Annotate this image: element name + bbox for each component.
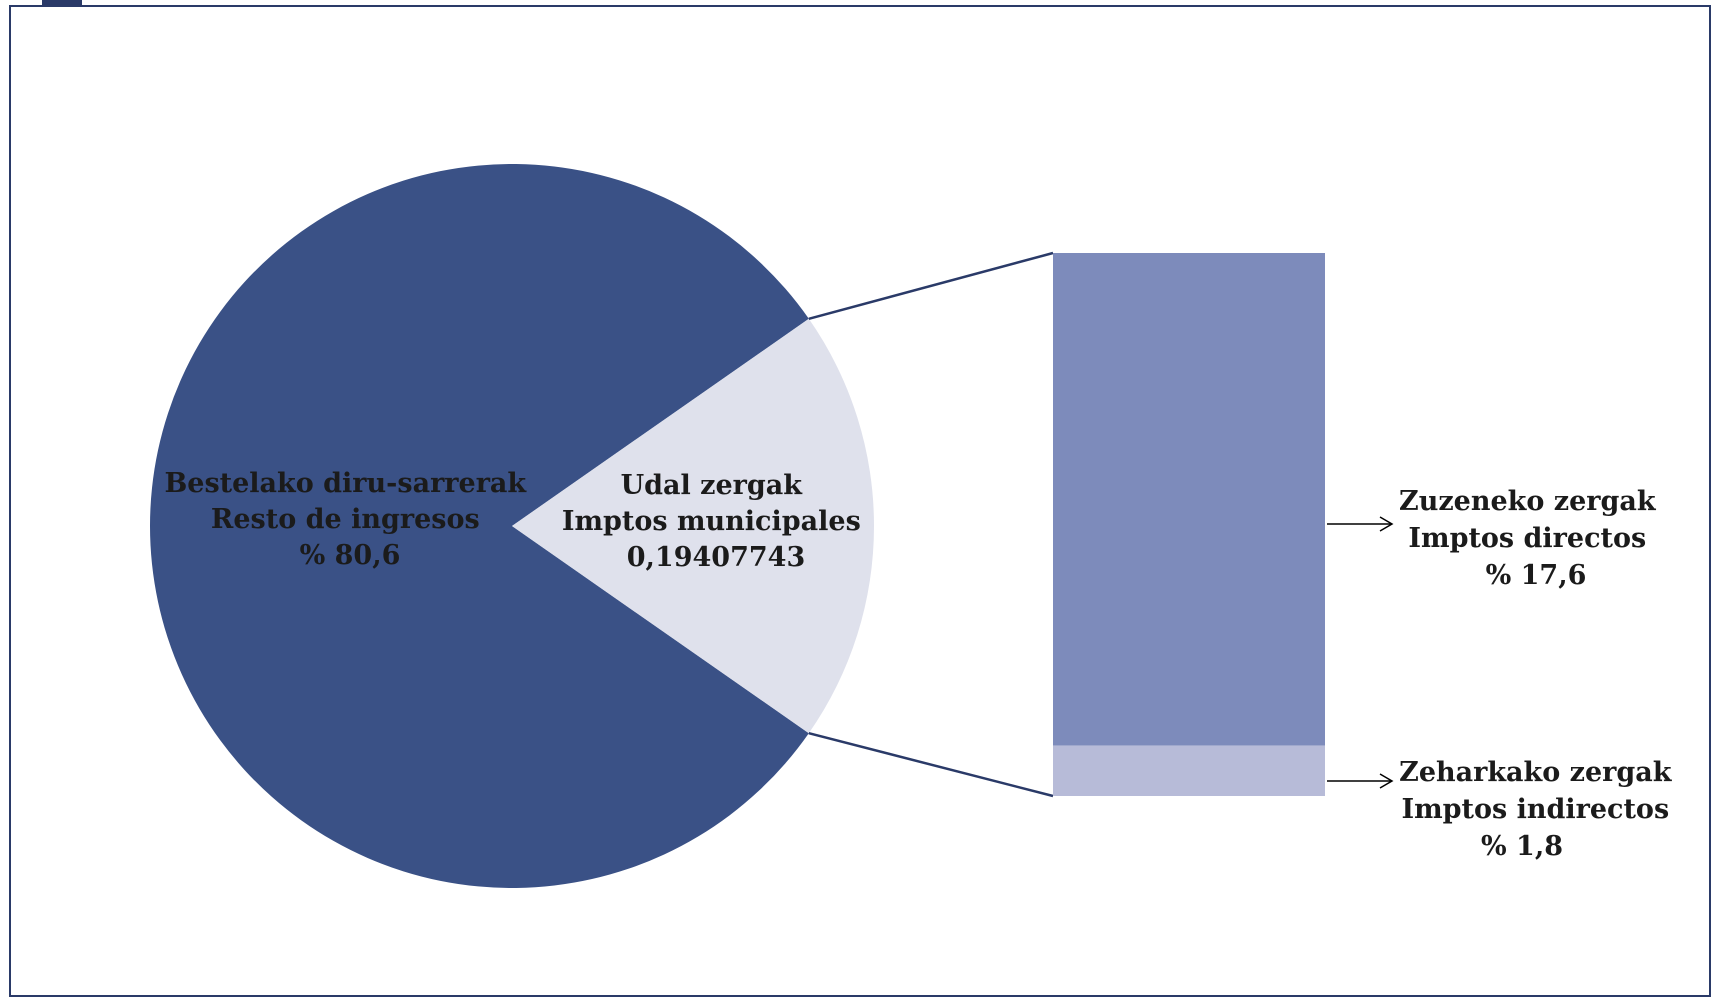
- pie-slice-municipal: [512, 318, 875, 734]
- bar-segment-indirect: [1053, 745, 1325, 796]
- connector-lines: [808, 251, 1054, 798]
- label-direct: Zuzeneko zergak Imptos directos % 17,6: [1399, 486, 1665, 591]
- arrow-indirect-icon: [1327, 773, 1394, 789]
- pie: [150, 164, 875, 889]
- arrow-direct-icon: [1327, 516, 1394, 532]
- connector-bottom-line: [808, 732, 1054, 798]
- bar-segment-direct: [1053, 253, 1325, 746]
- connector-top-line: [808, 251, 1054, 320]
- pie-slice-other: [150, 164, 809, 889]
- data-labels: Bestelako diru-sarrerak Resto de ingreso…: [164, 468, 1681, 862]
- label-other: Bestelako diru-sarrerak Resto de ingreso…: [164, 468, 535, 571]
- label-arrows: [1327, 516, 1394, 789]
- label-indirect: Zeharkako zergak Imptos indirectos % 1,8: [1399, 757, 1681, 862]
- breakdown-bar: [1053, 253, 1325, 796]
- label-municipal: Udal zergak Imptos municipales 0,1940774…: [562, 470, 870, 573]
